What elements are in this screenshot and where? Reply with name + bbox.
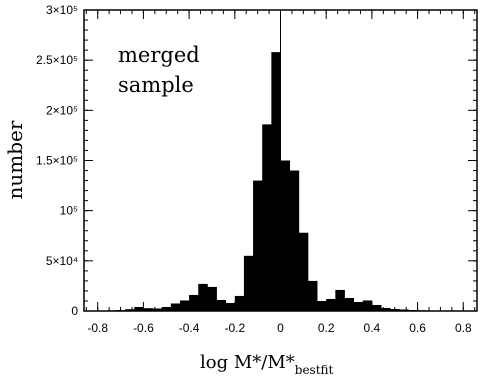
- y-tick-label-5: 2.5×10⁵: [36, 53, 78, 67]
- histogram-bar-17: [253, 180, 263, 311]
- histogram-bar-5: [143, 308, 153, 311]
- histogram-bar-14: [225, 302, 236, 311]
- histogram-bar-12: [207, 286, 217, 311]
- x-tick-label-6: 0.4: [364, 321, 381, 335]
- x-tick-labels: -0.8 -0.6 -0.4 -0.2 0 0.2 0.4 0.6 0.8: [87, 321, 472, 335]
- histogram-bar-11: [198, 283, 208, 311]
- histogram-bar-31: [381, 307, 391, 311]
- plot-frame: [83, 9, 478, 312]
- x-tick-label-0: -0.8: [87, 321, 108, 335]
- histogram-bar-28: [353, 301, 364, 311]
- histogram-bar-4: [134, 306, 144, 311]
- histogram-bar-20: [280, 160, 291, 311]
- histogram-bar-16: [243, 255, 254, 311]
- histogram-bar-9: [179, 300, 190, 311]
- y-tick-label-1: 5×10⁴: [46, 254, 78, 268]
- x-tick-label-3: -0.2: [224, 321, 245, 335]
- histogram-bar-18: [262, 124, 272, 311]
- x-axis-label-main: log M*/M*: [200, 352, 295, 373]
- histogram-bar-30: [371, 304, 382, 311]
- y-tick-label-3: 1.5×10⁵: [36, 154, 78, 168]
- histogram-bar-10: [189, 294, 199, 311]
- y-tick-label-2: 10⁵: [60, 204, 78, 218]
- y-tick-label-4: 2×10⁵: [46, 103, 78, 117]
- histogram-bar-29: [362, 300, 373, 311]
- x-tick-label-7: 0.6: [409, 321, 426, 335]
- histogram-bar-19: [271, 52, 281, 311]
- histogram-bar-15: [234, 295, 245, 311]
- histogram-bar-23: [307, 280, 318, 311]
- histogram-bar-24: [317, 300, 327, 311]
- histogram-bar-3: [125, 309, 135, 311]
- x-tick-label-4: 0: [277, 321, 284, 335]
- x-tick-label-8: 0.8: [455, 321, 472, 335]
- histogram-bar-13: [216, 299, 227, 311]
- y-tick-labels: 0 5×10⁴ 10⁵ 1.5×10⁵ 2×10⁵ 2.5×10⁵ 3×10⁵: [36, 3, 78, 318]
- histogram-bar-26: [335, 289, 345, 311]
- y-axis-label: number: [3, 120, 27, 199]
- x-axis-label: log M*/M*bestfit: [200, 352, 334, 377]
- histogram-bar-21: [289, 170, 300, 311]
- histogram-bar-8: [170, 303, 181, 311]
- x-tick-label-2: -0.4: [179, 321, 200, 335]
- x-axis-label-subscript: bestfit: [295, 363, 334, 377]
- histogram-bar-25: [326, 298, 336, 311]
- annotation-line-1: merged: [118, 43, 200, 67]
- y-tick-label-6: 3×10⁵: [46, 3, 78, 17]
- histogram-bar-6: [152, 308, 163, 311]
- x-tick-label-5: 0.2: [318, 321, 335, 335]
- histogram-bar-27: [344, 297, 355, 311]
- x-tick-label-1: -0.6: [133, 321, 154, 335]
- y-tick-label-0: 0: [71, 304, 78, 318]
- annotation-line-2: sample: [118, 73, 194, 97]
- histogram-bar-22: [298, 232, 309, 311]
